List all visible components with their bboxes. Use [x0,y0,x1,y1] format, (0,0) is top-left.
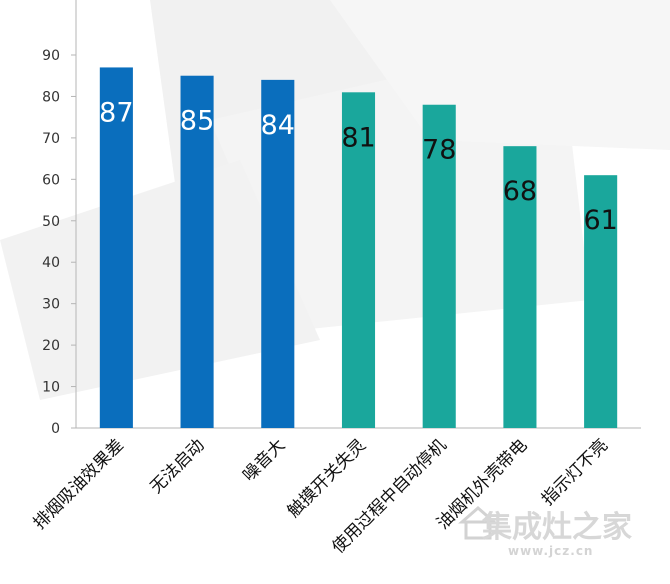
y-tick-label: 30 [42,297,60,313]
y-axis: 0 10 20 30 40 50 60 70 80 90 [42,0,77,437]
bar-value-label: 81 [341,122,375,153]
y-tick-label: 20 [42,338,60,354]
bar-value-label: 68 [503,176,537,207]
bar [180,75,214,428]
bar [422,104,456,428]
bar-value-label: 78 [422,135,456,166]
bar [99,67,133,428]
bar [341,92,376,429]
watermark: 集成灶之家 www.jcz.cn [458,506,632,558]
y-tick-label: 0 [51,421,60,437]
category-label: 触摸开关失灵 [284,435,370,521]
category-label: 指示灯不亮 [538,435,612,509]
bar-value-label: 61 [583,205,617,236]
category-label: 噪音大 [239,435,289,485]
category-label: 排烟吸油效果差 [30,435,128,533]
y-tick-label: 70 [42,131,60,147]
bar-value-label: 87 [99,97,133,128]
bar-value-label: 84 [261,110,295,141]
category-label: 无法启动 [146,435,208,497]
house-logo-icon [458,506,498,540]
bar-value-label: 85 [180,106,214,137]
y-tick-label: 80 [42,89,60,105]
y-tick-label: 60 [42,172,60,188]
bar [261,79,295,428]
y-tick-label: 50 [42,214,60,230]
bar [503,146,537,428]
y-tick-label: 10 [42,380,60,396]
y-axis-ticks: 0 10 20 30 40 50 60 70 80 90 [42,48,76,437]
watermark-name: 集成灶之家 [481,510,632,545]
y-tick-label: 40 [42,255,60,271]
watermark-url: www.jcz.cn [508,544,593,558]
bars [99,67,618,429]
bar [584,175,618,428]
y-tick-label: 90 [42,48,60,64]
value-labels: 87 85 84 81 78 68 61 [99,97,618,236]
